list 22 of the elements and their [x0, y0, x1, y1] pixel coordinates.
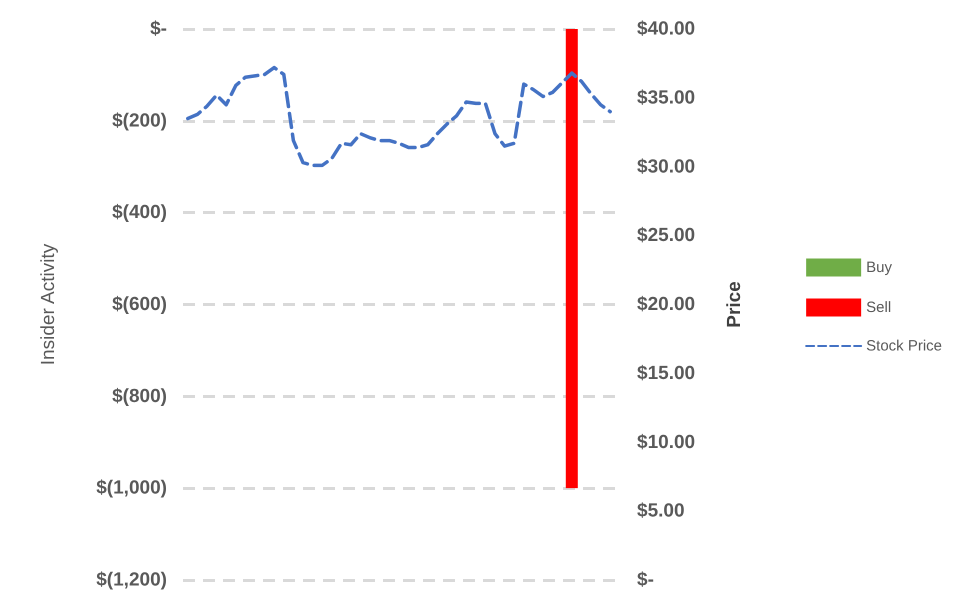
y-tick-label: $-	[150, 18, 167, 40]
y-tick-label: $(800)	[112, 386, 167, 407]
y-tick-label: $(600)	[112, 294, 167, 315]
legend-label: Stock Price	[866, 338, 942, 354]
y2-axis-title: Price	[724, 281, 745, 328]
y2-tick-label: $-	[637, 570, 654, 590]
y-tick-label: $(1,200)	[96, 570, 167, 590]
y2-tick-label: $40.00	[637, 18, 696, 40]
y2-tick-label: $10.00	[637, 432, 696, 453]
y2-tick-label: $25.00	[637, 225, 696, 246]
y2-tick-label: $5.00	[637, 500, 685, 522]
y-axis-title: Insider Activity	[38, 243, 59, 366]
y2-tick-label: $30.00	[637, 156, 696, 178]
legend-label: Sell	[866, 299, 892, 316]
y2-tick-label: $15.00	[637, 362, 696, 384]
legend-label: Buy	[866, 259, 892, 276]
y-tick-label: $(1,000)	[96, 478, 167, 499]
y2-tick-label: $35.00	[637, 87, 696, 108]
y-tick-label: $(400)	[112, 202, 167, 224]
y2-tick-label: $20.00	[637, 294, 696, 315]
line-series	[186, 66, 612, 168]
y-tick-label: $(200)	[112, 110, 167, 132]
